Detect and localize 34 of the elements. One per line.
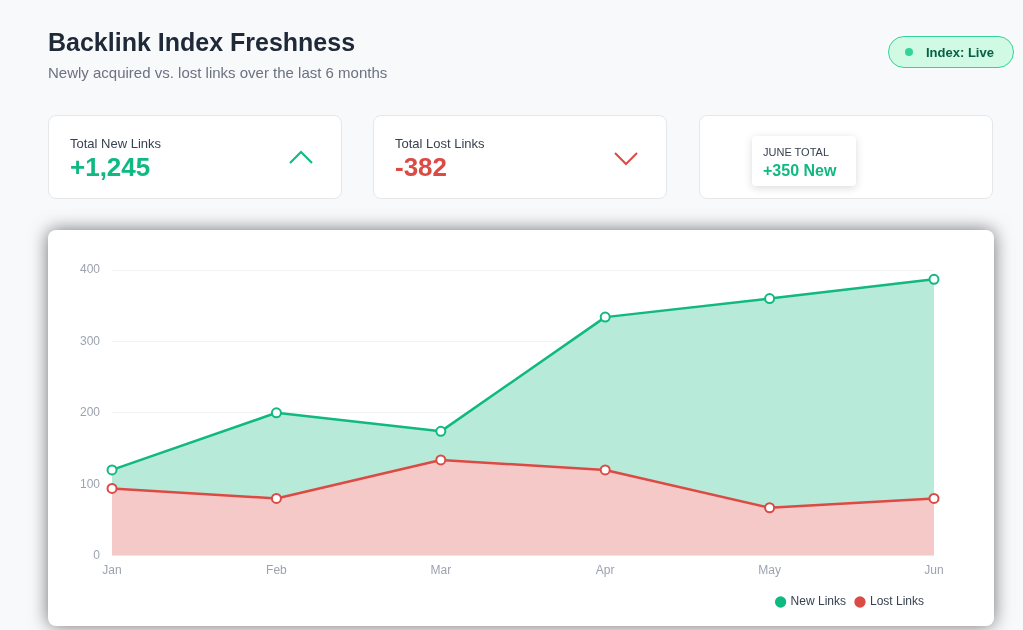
point	[928, 492, 940, 504]
point	[106, 482, 118, 494]
x-tick-label: Mar	[430, 563, 452, 578]
y-tick-label: 0	[93, 547, 101, 562]
point	[435, 454, 447, 466]
text: -382	[395, 152, 448, 183]
x-tick-label: Jan	[102, 563, 122, 578]
point	[599, 311, 611, 323]
y-tick-label: 300	[79, 333, 101, 348]
text: +1,245	[70, 152, 151, 183]
point	[106, 464, 118, 476]
text: JUNE TOTAL	[763, 146, 830, 158]
chart-title: Backlink Index Freshness	[48, 28, 356, 57]
y-tick-label: 200	[79, 405, 101, 420]
x-tick-label: Feb	[266, 563, 288, 578]
legend-label: New Links	[790, 594, 846, 609]
point	[270, 407, 282, 419]
text: Index: Live	[926, 45, 994, 60]
x-tick-label: May	[758, 563, 781, 578]
point	[764, 293, 776, 305]
point	[928, 273, 940, 285]
point	[599, 464, 611, 476]
legend-label: Lost Links	[869, 594, 924, 609]
point	[764, 502, 776, 514]
y-tick-label: 100	[79, 476, 101, 491]
x-tick-label: Jun	[924, 563, 944, 578]
chart-subtitle: Newly acquired vs. lost links over the last 6 months	[48, 64, 388, 81]
text: Total Lost Links	[395, 136, 485, 151]
x-tick-label: Apr	[595, 563, 615, 578]
y-tick-label: 400	[79, 262, 101, 277]
point	[270, 492, 282, 504]
point	[435, 425, 447, 437]
text: Total New Links	[70, 136, 162, 151]
text: +350 New	[763, 162, 837, 180]
